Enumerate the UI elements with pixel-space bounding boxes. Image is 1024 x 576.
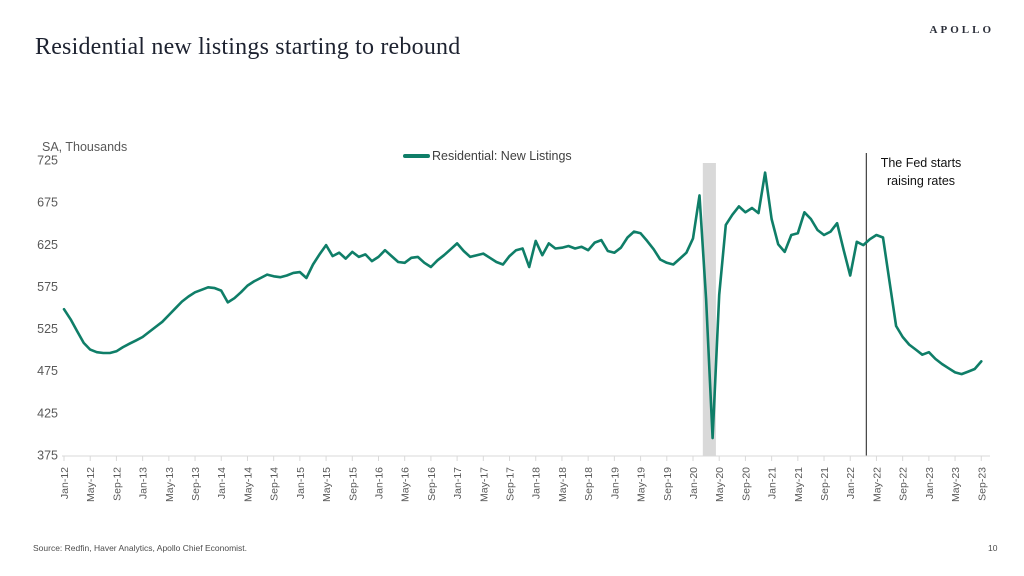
x-tick-label: Sep-14 [269,467,281,501]
legend-line-swatch [403,154,430,158]
x-tick-label: Sep-17 [505,467,517,501]
x-tick-label: Jan-12 [59,467,71,499]
x-tick-label: Jan-21 [767,467,779,499]
y-tick-label: 675 [37,196,58,210]
page-title: Residential new listings starting to reb… [35,34,461,60]
x-tick-label: Jan-15 [295,467,307,499]
x-tick-label: Jan-22 [845,467,857,499]
x-tick-label: Sep-13 [190,467,202,501]
new-listings-series-line [62,171,983,440]
x-tick-label: May-15 [321,467,333,502]
x-tick-label: May-23 [950,467,962,502]
x-tick-label: Sep-19 [662,467,674,501]
x-tick-label: May-14 [242,467,254,502]
recession-band [702,163,716,456]
x-tick-label: Sep-22 [898,467,910,501]
x-tick-label: Sep-12 [111,467,123,501]
x-tick-label: Jan-19 [609,467,621,499]
apollo-logo: APOLLO [929,24,994,36]
x-tick-label: Sep-21 [819,467,831,501]
legend-label: Residential: New Listings [432,149,572,163]
x-tick-label: May-21 [793,467,805,502]
x-tick-label: May-18 [557,467,569,502]
y-tick-label: 725 [37,154,58,168]
x-tick-label: May-13 [164,467,176,502]
x-tick-label: Jan-23 [924,467,936,499]
x-tick-label: Sep-23 [976,467,988,501]
x-tick-label: Jan-17 [452,467,464,499]
y-tick-label: 575 [37,280,58,294]
source-note: Source: Redfin, Haver Analytics, Apollo … [33,543,248,553]
x-tick-label: May-16 [400,467,412,502]
x-tick-label: Jan-16 [373,467,385,499]
x-tick-label: Sep-16 [426,467,438,501]
y-tick-label: 425 [37,406,58,420]
y-tick-label: 625 [37,238,58,252]
page-number: 10 [988,543,998,553]
x-tick-label: Jan-14 [216,467,228,499]
x-tick-label: Sep-18 [583,467,595,501]
x-tick-label: Sep-20 [740,467,752,501]
fed-annotation: The Fed starts raising rates [880,156,962,188]
x-tick-label: May-19 [636,467,648,502]
y-tick-label: 525 [37,322,58,336]
x-tick-label: May-20 [714,467,726,502]
x-tick-label: Jan-20 [688,467,700,499]
x-tick-label: May-17 [478,467,490,502]
y-axis-title: SA, Thousands [42,140,127,154]
y-tick-label: 375 [37,449,58,463]
y-tick-label: 475 [37,364,58,378]
chart-legend: Residential: New Listings [403,149,572,163]
x-tick-label: May-12 [85,467,97,502]
x-tick-label: Jan-13 [138,467,150,499]
x-tick-label: Jan-18 [531,467,543,499]
x-tick-label: May-22 [871,467,883,502]
x-tick-label: Sep-15 [347,467,359,501]
